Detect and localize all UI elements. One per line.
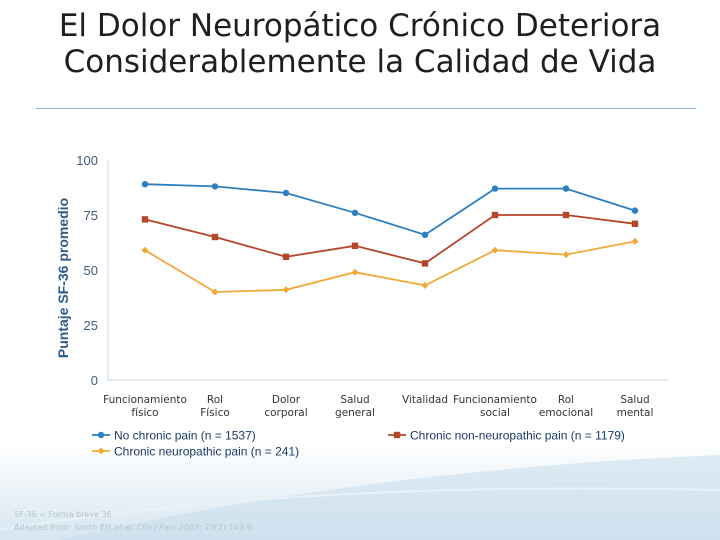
data-point [282, 189, 290, 197]
data-point [351, 242, 359, 249]
line-chart: 0 25 50 75 100 Puntaje SF-36 promedio Funciona… [55, 153, 668, 459]
x-tick-label: Dolor corporal [264, 394, 307, 419]
slide-title: El Dolor Neuropático Crónico Deteriora C… [58, 8, 662, 80]
footnote-reference: Adapted from: Smith BH et al. Clin J Pai… [14, 523, 254, 532]
data-point [141, 246, 149, 254]
data-point [141, 181, 149, 188]
data-point [562, 185, 570, 192]
legend-marker-3 [97, 447, 105, 455]
data-point [351, 209, 359, 216]
data-point [631, 220, 639, 227]
y-tick-label: 0 [91, 373, 98, 388]
legend-marker-2 [393, 431, 401, 439]
data-point [631, 207, 639, 214]
legend-label-1: No chronic pain (n = 1537) [114, 429, 256, 443]
legend-marker-1 [97, 431, 105, 439]
footnote-abbreviation: SF-36 = Forma breve 36 [14, 510, 112, 519]
y-axis-title: Puntaje SF-36 promedio [55, 198, 71, 358]
legend-label-2: Chronic non-neuropathic pain (n = 1179) [410, 429, 625, 443]
data-point [491, 246, 499, 254]
y-tick-label: 75 [84, 208, 98, 223]
reference-suffix: 2007; 23(2):143-9. [176, 523, 255, 532]
data-point [631, 237, 639, 245]
x-tick-label: Rol Físico [200, 394, 230, 419]
series-line-1 [144, 183, 636, 236]
y-tick-label: 25 [84, 318, 98, 333]
data-point [491, 185, 499, 192]
data-point [421, 281, 429, 289]
x-tick-label: Funcionamiento social [453, 394, 537, 419]
data-point [282, 253, 290, 260]
data-point [562, 211, 570, 219]
data-point [211, 233, 219, 241]
series-line-2 [144, 214, 636, 265]
x-tick-label: Funcionamiento físico [103, 394, 187, 419]
x-tick-label: Salud general [335, 394, 375, 419]
data-point [421, 231, 429, 238]
data-point [421, 260, 429, 267]
y-tick-label: 50 [84, 263, 98, 278]
reference-journal: et al. Clin J Pain [113, 523, 177, 532]
data-point [211, 183, 219, 190]
data-point [141, 216, 149, 223]
x-tick-label: Rol emocional [539, 394, 593, 419]
y-tick-label: 100 [76, 153, 98, 168]
legend-label-3: Chronic neuropathic pain (n = 241) [114, 445, 299, 459]
reference-prefix: Adapted from: Smith BH [14, 523, 114, 532]
series-line-3 [144, 240, 636, 293]
data-point [562, 251, 570, 259]
title-divider [36, 108, 696, 109]
data-point [491, 211, 499, 219]
x-tick-label: Salud mental [617, 394, 654, 419]
data-point [282, 286, 290, 294]
data-point [351, 268, 359, 276]
data-point [211, 288, 219, 296]
x-tick-label: Vitalidad [402, 394, 448, 406]
